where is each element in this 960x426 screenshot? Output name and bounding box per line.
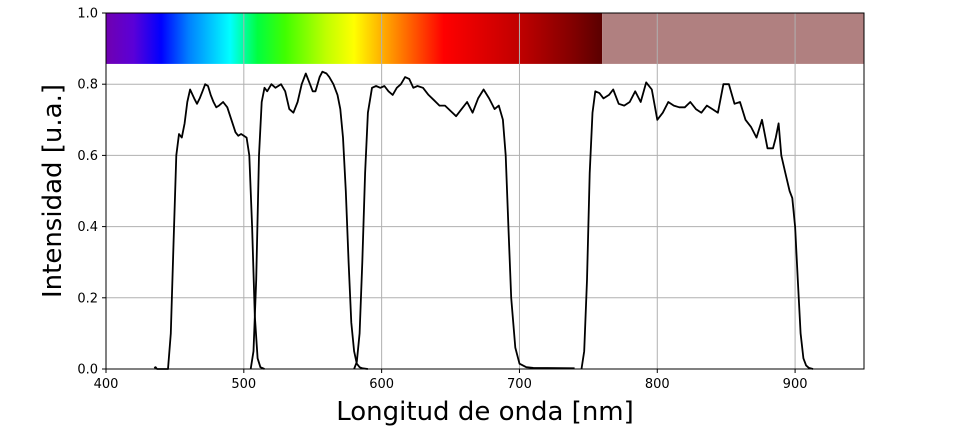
x-tick-label: 600 [369,377,394,392]
grid [105,12,864,370]
x-tick-label: 900 [783,377,808,392]
y-axis-ticks: 0.0 0.2 0.4 0.6 0.8 1.0 [77,7,106,378]
spectrum-band [106,13,864,64]
x-axis-ticks: 400 500 600 700 800 900 [94,369,808,392]
series-line-4 [580,81,814,370]
y-tick-label: 0.4 [77,220,98,235]
series-line-3 [353,76,575,370]
y-tick-label: 0.2 [77,291,98,306]
series-line-1 [153,83,265,370]
x-tick-label: 700 [507,377,532,392]
x-tick-label: 400 [94,377,119,392]
series-line-2 [249,70,369,370]
x-tick-label: 800 [645,377,670,392]
x-axis-label: Longitud de onda [nm] [336,397,634,426]
infrared-band [602,13,864,64]
y-tick-label: 0.8 [77,78,98,93]
y-tick-label: 0.0 [77,363,98,378]
y-tick-label: 1.0 [77,7,98,22]
plot-frame [105,12,865,370]
y-tick-label: 0.6 [77,149,98,164]
visible-spectrum-bar [106,13,603,64]
x-tick-label: 500 [231,377,256,392]
y-axis-label: Intensidad [u.a.] [38,84,68,298]
series-lines [153,70,814,370]
